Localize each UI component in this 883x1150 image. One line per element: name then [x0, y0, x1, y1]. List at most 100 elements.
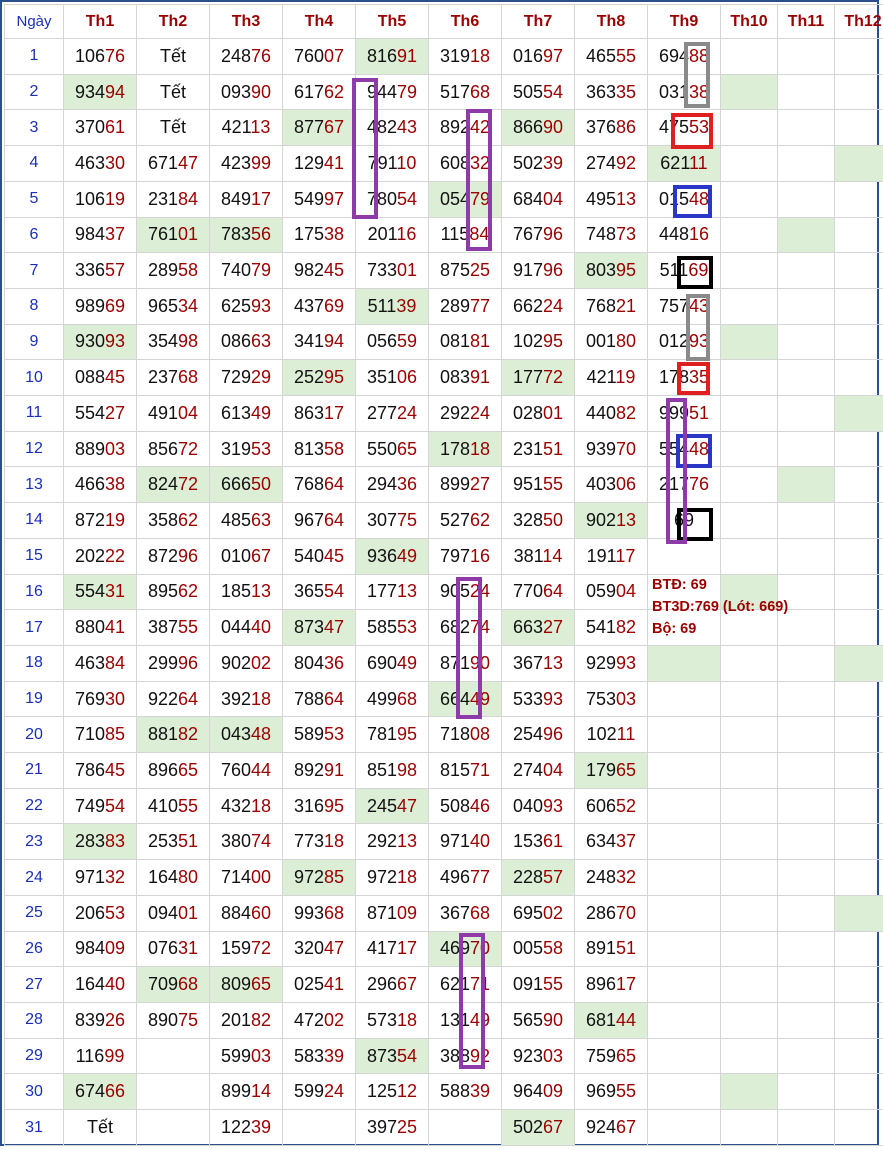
result-head-digits: 177 — [512, 367, 543, 388]
result-head-digits: 881 — [147, 724, 178, 745]
result-head-digits: 397 — [366, 1117, 397, 1138]
result-head-digits: 511 — [659, 260, 689, 281]
result-cell: 66224 — [501, 287, 575, 325]
result-tail-digits: 95 — [324, 795, 345, 816]
day-label: 10 — [4, 359, 64, 397]
result-tail-digits: 45 — [324, 260, 345, 281]
result-tail-digits: 32 — [616, 867, 637, 888]
result-head-digits: 319 — [220, 438, 251, 459]
result-cell: 44082 — [574, 395, 648, 432]
result-tail-digits: 18 — [397, 867, 418, 888]
day-label: 9 — [4, 323, 64, 361]
day-label: 21 — [4, 752, 64, 789]
result-head-digits: 899 — [220, 1081, 251, 1102]
result-cell: 29996 — [136, 644, 210, 682]
result-tail-digits: 58 — [324, 438, 345, 459]
result-cell: 90524 — [428, 573, 502, 611]
result-cell: 71808 — [428, 716, 502, 754]
result-head-digits: 939 — [585, 438, 616, 459]
result-tail-digits: 65 — [251, 974, 272, 995]
result-cell: 79110 — [355, 145, 429, 182]
result-tail-digits: 14 — [542, 545, 563, 566]
table-row: 26 98409 07631 15972 32047 41717 46970 00558 891… — [4, 930, 883, 968]
result-tail-digits: 75 — [397, 509, 418, 530]
result-head-digits: 729 — [220, 367, 251, 388]
result-tail-digits: 90 — [251, 81, 272, 102]
header-month-8: Th8 — [574, 4, 648, 39]
result-head-digits: 175 — [293, 224, 324, 245]
result-tail-digits: 68 — [470, 81, 491, 102]
result-cell: 87525 — [428, 252, 502, 289]
table-row: 8 98969 96534 62593 43769 51139 28977 66224 7682… — [4, 287, 883, 325]
result-tail-digits: 18 — [470, 438, 491, 459]
result-cell — [720, 787, 778, 825]
day-label: 1 — [4, 38, 64, 75]
result-cell: 16440 — [63, 966, 137, 1003]
result-head-digits: 922 — [147, 688, 178, 709]
result-cell: 20116 — [355, 216, 429, 254]
result-tail-digits: 83 — [105, 831, 126, 852]
result-tail-digits: 68 — [324, 902, 345, 923]
result-head-digits: 681 — [585, 1009, 616, 1030]
result-cell: 49513 — [574, 180, 648, 218]
result-cell: 78195 — [355, 716, 429, 754]
result-tail-digits: 18 — [397, 1009, 418, 1030]
result-head-digits: 164 — [74, 974, 105, 995]
result-tail-digits: 53 — [689, 117, 710, 138]
result-tail-digits: 55 — [543, 474, 564, 495]
result-cell: 76930 — [63, 680, 137, 718]
result-tail-digits: 25 — [397, 1117, 418, 1138]
result-cell — [777, 502, 835, 539]
result-head-digits: 094 — [147, 902, 178, 923]
result-head-digits: 767 — [512, 224, 543, 245]
result-tail-digits: 44 — [251, 759, 272, 780]
result-cell: 12512 — [355, 1073, 429, 1111]
result-tail-digits: 52 — [616, 795, 637, 816]
result-head-digits: 485 — [220, 509, 251, 530]
result-head-digits: 231 — [512, 438, 543, 459]
result-head-digits: 866 — [512, 117, 543, 138]
result-head-digits: 206 — [74, 902, 105, 923]
result-head-digits: 533 — [512, 688, 543, 709]
result-cell: 10619 — [63, 180, 137, 218]
day-label: 22 — [4, 787, 64, 825]
result-tail-digits: 43 — [689, 295, 710, 316]
result-cell: 91796 — [501, 252, 575, 289]
result-tail-digits: 08 — [470, 724, 491, 745]
result-head-digits: 202 — [74, 545, 105, 566]
result-head-digits: 809 — [220, 974, 251, 995]
result-tail-digits: 94 — [324, 331, 345, 352]
result-cell — [777, 609, 835, 646]
result-tail-digits: 64 — [178, 688, 199, 709]
result-cell — [834, 787, 883, 825]
result-cell — [777, 216, 835, 254]
result-head-digits: 740 — [220, 260, 251, 281]
result-cell: 60652 — [574, 787, 648, 825]
result-cell — [136, 1109, 210, 1146]
result-cell: 68274 — [428, 609, 502, 646]
result-tail-digits: 39 — [251, 1117, 272, 1138]
result-head-digits: 872 — [147, 545, 178, 566]
result-cell — [777, 1073, 835, 1111]
result-cell: 42119 — [574, 359, 648, 397]
result-tail-digits: 45 — [105, 759, 126, 780]
result-tail-digits: 90 — [470, 652, 491, 673]
result-cell — [720, 216, 778, 254]
result-cell: 33657 — [63, 252, 137, 289]
result-cell: 46638 — [63, 466, 137, 504]
result-cell: 88041 — [63, 609, 137, 646]
result-head-digits: 016 — [512, 45, 543, 66]
result-head-digits: 971 — [439, 831, 470, 852]
result-cell: 76007 — [282, 38, 356, 75]
result-tail-digits: 17 — [251, 188, 272, 209]
result-head-digits: 185 — [220, 581, 251, 602]
result-cell: 39218 — [209, 680, 283, 718]
result-cell: 36335 — [574, 73, 648, 111]
result-head-digits: 102 — [512, 331, 543, 352]
result-cell — [720, 894, 778, 932]
result-tail-digits: 57 — [543, 867, 564, 888]
result-cell — [777, 644, 835, 682]
result-head-digits: 749 — [74, 795, 105, 816]
result-head-digits: 621 — [660, 152, 689, 173]
result-tail-digits: 30 — [105, 152, 126, 173]
